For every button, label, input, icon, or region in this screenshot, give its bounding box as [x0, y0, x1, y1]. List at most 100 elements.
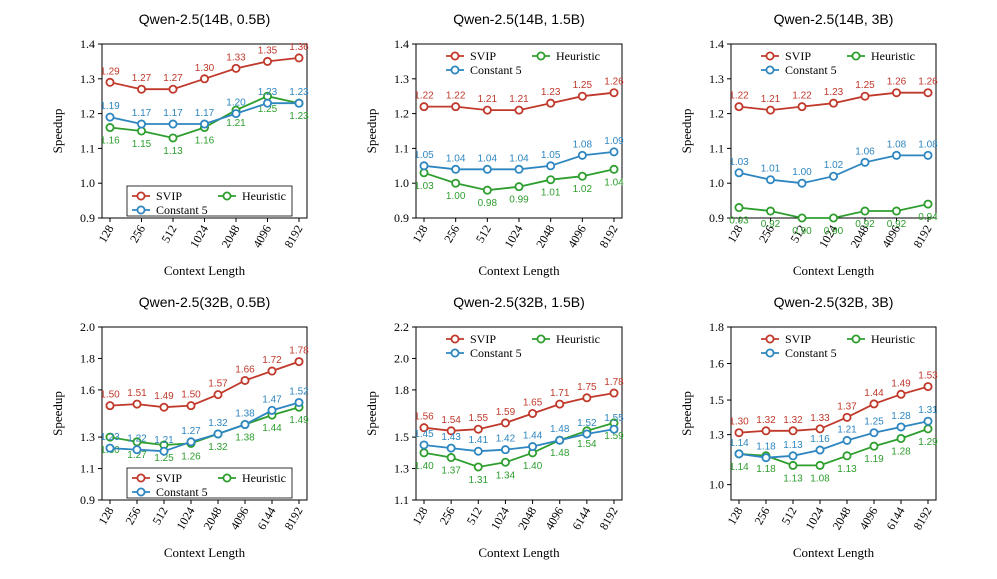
- legend-constant-5-marker: [136, 205, 146, 215]
- legend-svip-label: SVIP: [785, 49, 811, 63]
- legend-constant-5-label: Constant 5: [156, 485, 208, 499]
- y-tick-label: 1.0: [394, 176, 409, 190]
- y-tick-label: 2.0: [394, 351, 409, 365]
- x-axis-label: Context Length: [164, 545, 246, 560]
- x-tick-label: 128: [95, 505, 116, 528]
- svip-point: [262, 56, 272, 66]
- chart-panel-2: Qwen-2.5(14B, 1.5B) 0.9 1.0 1.1 1.2 1.3 1.4 128…: [364, 11, 624, 278]
- y-tick-label: 1.4: [80, 37, 95, 51]
- y-axis-label: Speedup: [364, 391, 379, 436]
- constant-5-point: [105, 443, 115, 453]
- legend-constant-5-marker: [765, 348, 775, 358]
- heuristic-point: [105, 432, 115, 442]
- x-tick-label: 256: [441, 223, 462, 246]
- legend-constant-5-marker: [765, 65, 775, 75]
- y-tick-label: 1.5: [709, 393, 724, 407]
- svip-data-label: 1.22: [446, 91, 466, 102]
- svip-data-label: 1.29: [100, 66, 120, 77]
- heuristic-data-label: 1.16: [100, 136, 120, 147]
- chart-title: Qwen-2.5(32B, 0.5B): [139, 294, 271, 310]
- constant-5-point: [231, 109, 241, 119]
- svip-point: [482, 105, 492, 115]
- svip-data-label: 1.22: [792, 91, 812, 102]
- constant-5-point: [869, 428, 879, 438]
- chart-panel-1: Qwen-2.5(14B, 0.5B) 0.9 1.0 1.1 1.2 1.3 1.4 128…: [50, 11, 309, 278]
- x-tick-label: 8192: [281, 505, 305, 533]
- constant-5-data-label: 1.44: [523, 431, 543, 442]
- constant-5-point: [815, 445, 825, 455]
- constant-5-point: [734, 449, 744, 459]
- svip-data-label: 1.25: [855, 80, 875, 91]
- legend-constant-5-label: Constant 5: [785, 346, 837, 360]
- constant-5-point: [734, 168, 744, 178]
- chart-title: Qwen-2.5(14B, 0.5B): [139, 11, 271, 27]
- svip-data-label: 1.56: [414, 412, 434, 423]
- x-tick-label: 256: [751, 505, 772, 528]
- constant-5-data-label: 1.42: [496, 434, 516, 445]
- heuristic-data-label: 1.14: [729, 462, 749, 473]
- svip-point: [815, 424, 825, 434]
- x-tick-label: 512: [473, 223, 494, 246]
- x-tick-label: 128: [409, 223, 430, 246]
- svip-data-label: 1.22: [414, 91, 434, 102]
- svip-point: [609, 88, 619, 98]
- heuristic-data-label: 0.92: [887, 219, 907, 230]
- svip-point: [829, 98, 839, 108]
- x-tick-label: 1024: [173, 505, 197, 533]
- legend-constant-5-marker: [136, 487, 146, 497]
- y-tick-label: 1.1: [394, 493, 409, 507]
- heuristic-data-label: 1.40: [414, 461, 434, 472]
- heuristic-data-label: 1.23: [289, 111, 309, 122]
- heuristic-point: [546, 175, 556, 185]
- constant-5-line: [423, 428, 615, 453]
- svip-point: [105, 77, 115, 87]
- x-tick-label: 8192: [596, 505, 620, 533]
- y-tick-label: 1.8: [709, 320, 724, 334]
- svip-data-label: 1.71: [550, 388, 570, 399]
- constant-5-point: [609, 147, 619, 157]
- constant-5-point: [419, 161, 429, 171]
- constant-5-point: [528, 442, 538, 452]
- heuristic-data-label: 1.13: [163, 146, 183, 157]
- legend-constant-5-label: Constant 5: [156, 203, 208, 217]
- svip-data-label: 1.57: [208, 379, 228, 390]
- svip-data-label: 1.66: [235, 364, 255, 375]
- svip-data-label: 1.35: [258, 45, 278, 56]
- constant-5-point: [860, 157, 870, 167]
- constant-5-data-label: 1.05: [541, 150, 561, 161]
- svip-point: [923, 88, 933, 98]
- constant-5-point: [294, 397, 304, 407]
- svip-data-label: 1.21: [478, 94, 498, 105]
- constant-5-point: [136, 119, 146, 129]
- heuristic-point: [829, 213, 839, 223]
- svip-data-label: 1.21: [761, 94, 781, 105]
- svip-data-label: 1.33: [810, 413, 830, 424]
- y-tick-label: 0.9: [394, 211, 409, 225]
- x-tick-label: 1024: [488, 505, 512, 533]
- legend-heuristic-marker: [222, 191, 232, 201]
- svip-point: [582, 393, 592, 403]
- legend-svip-marker: [136, 191, 146, 201]
- constant-5-point: [923, 416, 933, 426]
- svip-data-label: 1.22: [729, 91, 749, 102]
- heuristic-point: [500, 457, 510, 467]
- svip-data-label: 1.30: [195, 63, 215, 74]
- svip-point: [734, 102, 744, 112]
- svip-data-label: 1.27: [163, 73, 183, 84]
- y-tick-label: 0.9: [80, 211, 95, 225]
- constant-5-data-label: 1.17: [163, 108, 183, 119]
- heuristic-data-label: 1.04: [604, 177, 624, 188]
- svip-data-label: 1.49: [891, 378, 911, 389]
- x-axis-label: Context Length: [793, 545, 875, 560]
- x-tick-label: 8192: [596, 223, 620, 251]
- heuristic-data-label: 1.18: [756, 464, 776, 475]
- legend-constant-5-marker: [450, 348, 460, 358]
- constant-5-point: [555, 435, 565, 445]
- constant-5-data-label: 1.17: [132, 108, 152, 119]
- legend-svip-marker: [136, 473, 146, 483]
- x-tick-label: 256: [122, 505, 143, 528]
- constant-5-point: [896, 422, 906, 432]
- x-tick-label: 2048: [218, 223, 242, 251]
- constant-5-point: [294, 98, 304, 108]
